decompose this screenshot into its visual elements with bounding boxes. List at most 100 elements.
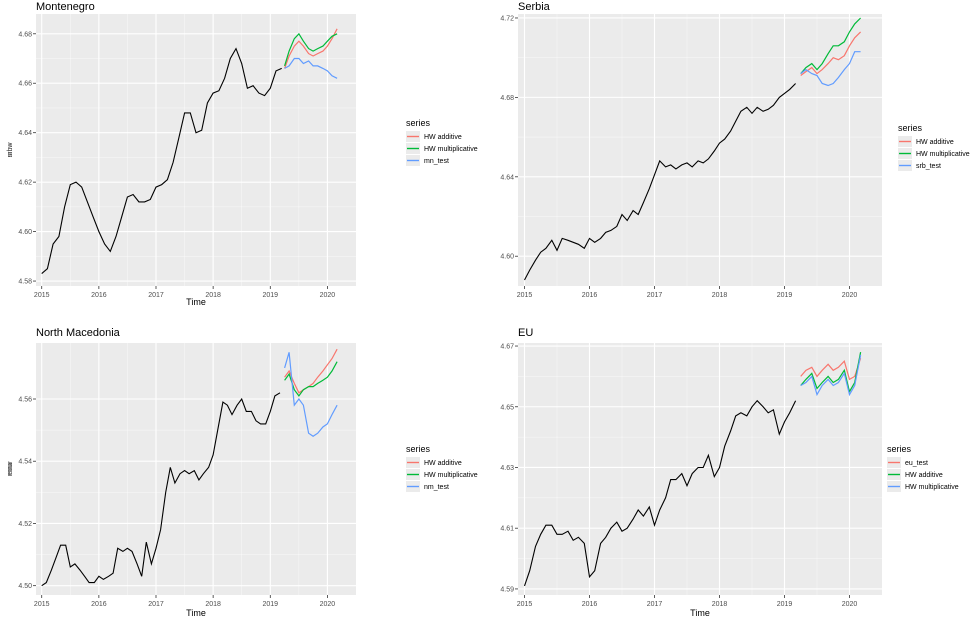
x-tick-label: 2019 [262, 601, 278, 608]
legend-label: HW additive [424, 460, 462, 467]
legend-label: mn_test [424, 158, 449, 165]
x-tick-label: 2019 [777, 292, 793, 299]
x-tick-label: 2015 [517, 292, 533, 299]
x-tick-label: 2020 [842, 601, 858, 608]
y-tick-label: 4.61 [500, 526, 514, 533]
x-axis-label: Time [186, 608, 206, 618]
legend-title: series [887, 444, 912, 454]
y-tick-label: 4.58 [18, 279, 32, 286]
y-tick-label: 4.56 [18, 397, 32, 404]
y-tick-label: 4.64 [500, 174, 514, 181]
y-tick-label: 4.60 [18, 229, 32, 236]
x-tick-label: 2020 [320, 601, 336, 608]
x-tick-label: 2015 [34, 601, 50, 608]
plot-panel [36, 14, 356, 286]
y-tick-label: 4.59 [500, 586, 514, 593]
plot-panel [518, 343, 882, 595]
series-line [284, 361, 338, 397]
series-line [800, 351, 862, 394]
plot-panel [518, 14, 882, 286]
legend: series eu_test HW additive HW multiplicativ… [887, 444, 959, 492]
x-tick-label: 2018 [205, 601, 221, 608]
series-line [284, 352, 338, 438]
legend-title: series [406, 118, 431, 128]
legend-label: srb_test [916, 163, 941, 170]
y-tick-label: 4.68 [18, 31, 32, 38]
plot-panel [36, 343, 356, 595]
series-line [284, 348, 338, 394]
y-tick-label: 4.67 [500, 344, 514, 351]
y-tick-label: 4.60 [500, 254, 514, 261]
x-tick-label: 2016 [91, 292, 107, 299]
legend-label: HW multiplicative [424, 472, 478, 479]
y-axis-label: srbw [7, 142, 14, 158]
x-tick-label: 2016 [91, 601, 107, 608]
chart-panel: 2015 2016 2017 2018 2019 2020 4.58 4.60 4.62 4.64… [7, 1, 478, 307]
x-tick-label: 2019 [262, 292, 278, 299]
x-tick-label: 2018 [205, 292, 221, 299]
legend: series HW additive HW multiplicative nm_tes… [406, 444, 478, 492]
legend-title: series [898, 123, 923, 133]
series-line [284, 28, 338, 69]
chart-title: Montenegro [36, 1, 95, 13]
x-tick-label: 2015 [34, 292, 50, 299]
x-tick-label: 2017 [148, 601, 164, 608]
y-axis-label: euw [7, 462, 14, 476]
chart-title: Serbia [518, 1, 551, 13]
y-axis-label: mnw [7, 142, 14, 158]
y-tick-label: 4.54 [18, 459, 32, 466]
legend-label: HW multiplicative [905, 484, 959, 491]
x-tick-label: 2019 [777, 601, 793, 608]
y-tick-label: 4.64 [18, 130, 32, 137]
x-axis-label: Time [186, 297, 206, 307]
history-line [523, 399, 797, 587]
y-tick-label: 4.52 [18, 521, 32, 528]
legend: series HW additive HW multiplicative srb_te… [898, 123, 970, 171]
series-line [800, 354, 862, 397]
chart-panel: 2015 2016 2017 2018 2019 2020 4.59 4.61 4.63 4.65… [7, 327, 959, 618]
y-tick-label: 4.68 [500, 95, 514, 102]
y-tick-label: 4.62 [18, 180, 32, 187]
chart-title: North Macedonia [36, 327, 121, 339]
x-tick-label: 2017 [647, 601, 663, 608]
history-line [41, 47, 282, 275]
x-tick-label: 2018 [712, 601, 728, 608]
chart-title: EU [518, 327, 533, 339]
series-line [800, 17, 862, 74]
history-line [41, 392, 281, 587]
legend-title: series [406, 444, 431, 454]
series-line [284, 32, 338, 67]
y-tick-label: 4.72 [500, 15, 514, 22]
x-tick-label: 2017 [647, 292, 663, 299]
legend: series HW additive HW multiplicative mn_tes… [406, 118, 478, 166]
y-tick-label: 4.63 [500, 465, 514, 472]
legend-label: HW multiplicative [424, 146, 478, 153]
y-tick-label: 4.66 [18, 81, 32, 88]
history-line [524, 83, 796, 281]
series-line [800, 358, 862, 381]
legend-label: HW multiplicative [916, 151, 970, 158]
series-line [800, 31, 862, 76]
legend-label: HW additive [905, 472, 943, 479]
y-axis-label: nmw [7, 461, 14, 477]
x-axis-label: Time [690, 608, 710, 618]
series-line [800, 51, 861, 87]
x-tick-label: 2017 [148, 292, 164, 299]
x-tick-label: 2016 [582, 292, 598, 299]
x-tick-label: 2016 [582, 601, 598, 608]
y-tick-label: 4.65 [500, 404, 514, 411]
legend-label: nm_test [424, 484, 449, 491]
legend-label: HW additive [424, 134, 462, 141]
chart-panel: 2015 2016 2017 2018 2019 2020 4.50 4.52 4.54 4.56… [7, 327, 478, 618]
x-tick-label: 2020 [320, 292, 336, 299]
x-tick-label: 2020 [842, 292, 858, 299]
y-tick-label: 4.50 [18, 583, 32, 590]
legend-label: eu_test [905, 460, 928, 467]
x-tick-label: 2015 [517, 601, 533, 608]
series-line [284, 57, 338, 79]
chart-panel: 2015 2016 2017 2018 2019 2020 4.60 4.64 4.68 4.72… [7, 1, 970, 299]
legend-label: HW additive [916, 139, 954, 146]
x-tick-label: 2018 [712, 292, 728, 299]
